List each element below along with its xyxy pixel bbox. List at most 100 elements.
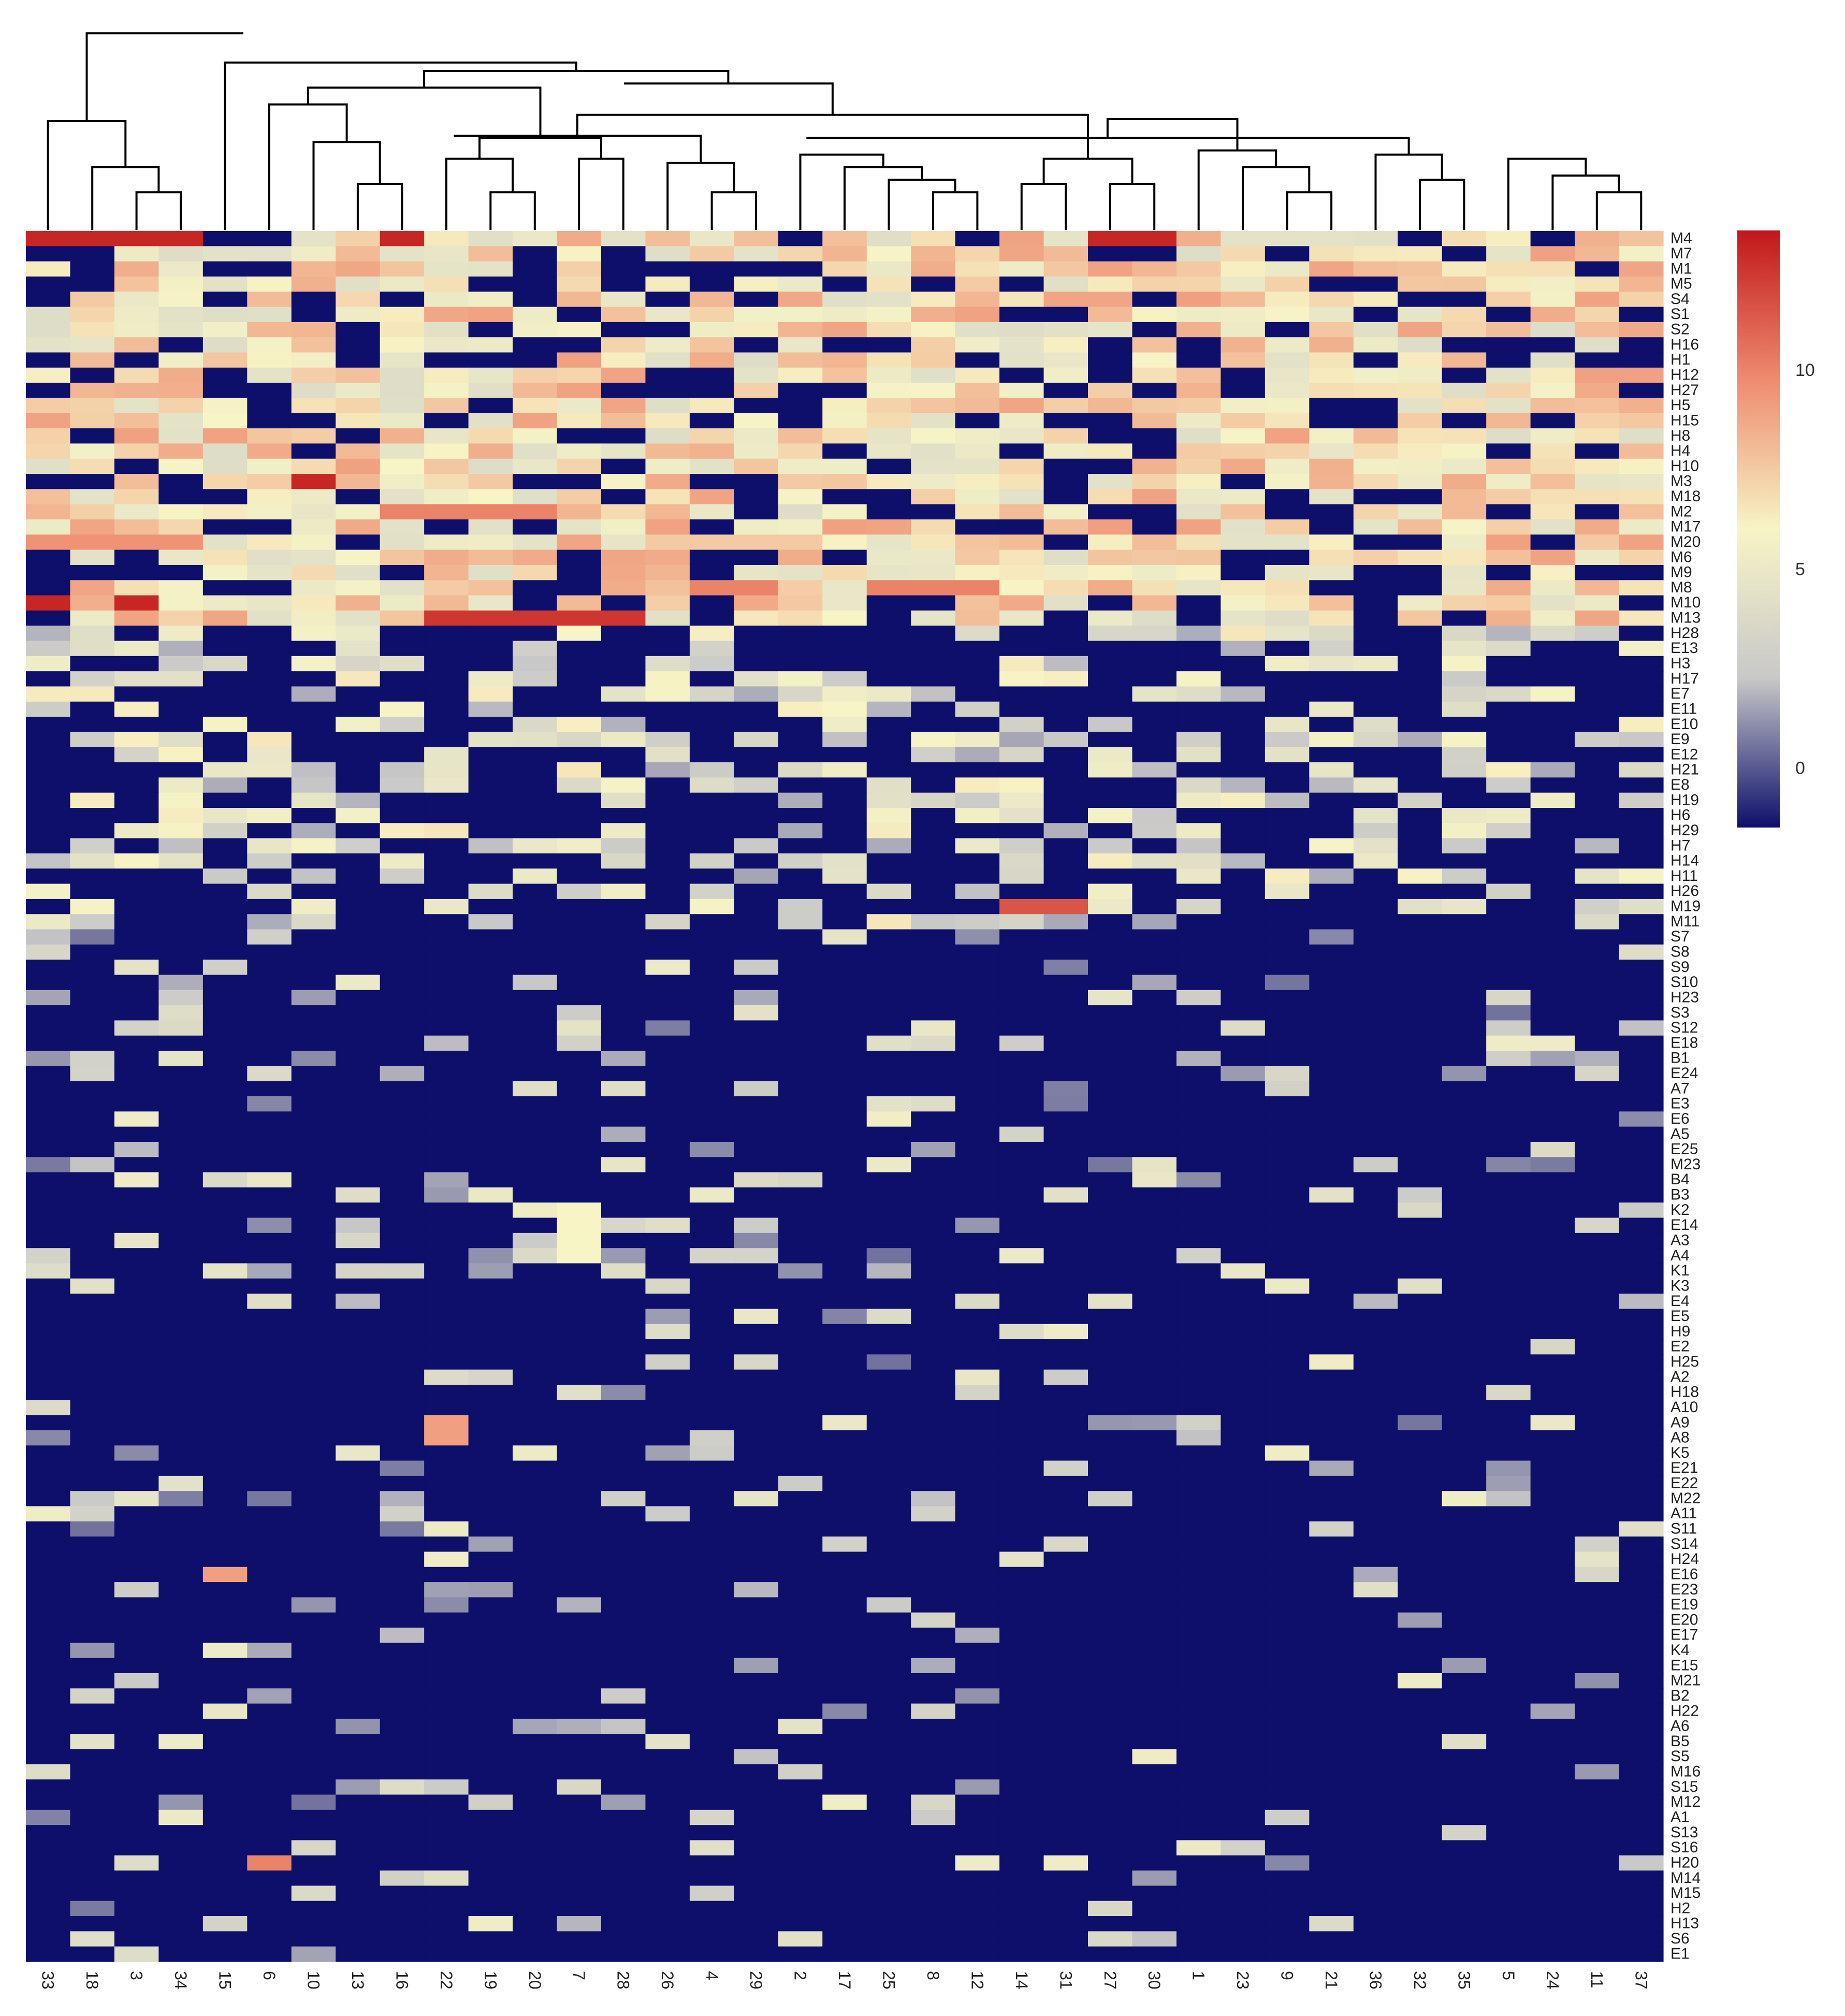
heatmap-cell	[247, 990, 292, 1006]
heatmap-cell	[822, 1734, 867, 1750]
heatmap-cell	[1132, 1430, 1177, 1446]
heatmap-cell	[866, 1718, 911, 1734]
heatmap-cell	[26, 1202, 71, 1219]
heatmap-cell	[1353, 307, 1398, 323]
heatmap-cell	[1088, 671, 1133, 687]
heatmap-cell	[778, 808, 823, 823]
heatmap-cell	[689, 1066, 734, 1082]
heatmap-cell	[1309, 1126, 1354, 1142]
heatmap-cell	[1176, 261, 1222, 277]
heatmap-cell	[911, 1582, 956, 1598]
heatmap-cell	[734, 686, 779, 702]
heatmap-cell	[291, 352, 336, 368]
heatmap-cell	[336, 883, 381, 900]
heatmap-cell	[689, 1081, 734, 1097]
heatmap-cell	[1619, 519, 1664, 535]
heatmap-cell	[911, 1764, 956, 1780]
heatmap-cell	[1088, 534, 1133, 550]
heatmap-cell	[557, 1354, 602, 1370]
heatmap-cell	[1309, 1718, 1354, 1734]
heatmap-cell	[291, 777, 336, 793]
row-label: E8	[1670, 776, 1690, 793]
heatmap-cell	[380, 1643, 425, 1659]
heatmap-cell	[1043, 595, 1088, 611]
heatmap-cell	[1221, 747, 1266, 763]
heatmap-cell	[1309, 1051, 1354, 1066]
heatmap-cell	[778, 883, 823, 900]
row-label: A8	[1670, 1429, 1690, 1446]
heatmap-cell	[999, 1005, 1044, 1021]
heatmap-cell	[26, 823, 71, 839]
heatmap-cell	[380, 1400, 425, 1416]
heatmap-cell	[1575, 717, 1620, 733]
heatmap-cell	[1088, 701, 1133, 717]
heatmap-cell	[999, 564, 1044, 581]
heatmap-cell	[114, 914, 159, 930]
heatmap-cell	[70, 1445, 115, 1461]
heatmap-cell	[1265, 443, 1310, 459]
heatmap-cell	[336, 777, 381, 793]
heatmap-cell	[380, 595, 425, 611]
heatmap-cell	[114, 1825, 159, 1841]
heatmap-cell	[955, 1506, 1000, 1522]
heatmap-cell	[380, 1718, 425, 1734]
heatmap-cell	[380, 1931, 425, 1947]
heatmap-cell	[1309, 322, 1354, 338]
heatmap-cell	[380, 792, 425, 808]
heatmap-cell	[1132, 1840, 1177, 1856]
heatmap-cell	[291, 1157, 336, 1173]
heatmap-cell	[1398, 519, 1443, 535]
heatmap-cell	[70, 1430, 115, 1446]
heatmap-cell	[601, 1126, 646, 1142]
heatmap-cell	[424, 1491, 469, 1507]
heatmap-cell	[291, 1628, 336, 1643]
heatmap-cell	[689, 1870, 734, 1887]
heatmap-cell	[1221, 307, 1266, 323]
heatmap-cell	[1353, 443, 1398, 459]
heatmap-cell	[1353, 474, 1398, 489]
heatmap-cell	[380, 1096, 425, 1112]
heatmap-cell	[1353, 398, 1398, 414]
heatmap-cell	[1043, 458, 1088, 474]
heatmap-cell	[424, 1567, 469, 1583]
heatmap-cell	[513, 1825, 558, 1841]
heatmap-cell	[424, 1339, 469, 1355]
heatmap-cell	[247, 1521, 292, 1537]
heatmap-cell	[1619, 383, 1664, 399]
heatmap-cell	[1088, 1779, 1133, 1795]
heatmap-cell	[1132, 732, 1177, 748]
heatmap-cell	[822, 1415, 867, 1431]
heatmap-cell	[1132, 1886, 1177, 1902]
heatmap-cell	[513, 808, 558, 823]
heatmap-cell	[955, 777, 1000, 793]
column-label: 3	[127, 1971, 146, 1980]
row-label: H29	[1670, 822, 1699, 839]
heatmap-cell	[911, 1081, 956, 1097]
heatmap-cell	[1043, 1354, 1088, 1370]
heatmap-cell	[1265, 823, 1310, 839]
heatmap-cell	[380, 1734, 425, 1750]
heatmap-cell	[336, 231, 381, 246]
heatmap-cell	[1309, 428, 1354, 444]
heatmap-cell	[1043, 1111, 1088, 1127]
heatmap-cell	[1221, 443, 1266, 459]
heatmap-cell	[336, 1400, 381, 1416]
heatmap-cell	[1353, 1263, 1398, 1279]
heatmap-cell	[1575, 898, 1620, 915]
heatmap-cell	[955, 1703, 1000, 1719]
heatmap-cell	[424, 504, 469, 520]
heatmap-cell	[513, 823, 558, 839]
heatmap-cell	[822, 428, 867, 444]
heatmap-cell	[734, 914, 779, 930]
heatmap-cell	[1398, 1263, 1443, 1279]
row-label: M20	[1670, 533, 1701, 550]
heatmap-cell	[1575, 1597, 1620, 1613]
heatmap-cell	[1398, 853, 1443, 869]
heatmap-cell	[1309, 1202, 1354, 1219]
heatmap-cell	[866, 595, 911, 611]
heatmap-cell	[1221, 626, 1266, 642]
heatmap-cell	[158, 1825, 204, 1841]
heatmap-cell	[1132, 1855, 1177, 1871]
heatmap-cell	[911, 1870, 956, 1887]
heatmap-cell	[1442, 1794, 1487, 1810]
